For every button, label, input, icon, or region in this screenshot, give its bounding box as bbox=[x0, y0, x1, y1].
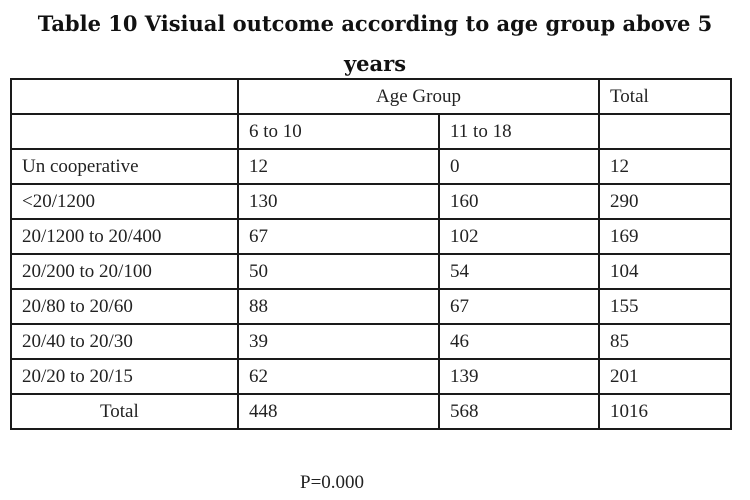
header-row-group: Age Group Total bbox=[10, 78, 733, 115]
cell-age-6-10: 67 bbox=[237, 218, 440, 255]
cell-age-11-18: 0 bbox=[437, 148, 601, 185]
cell-age-11-18: 139 bbox=[437, 358, 601, 395]
table-row: 20/200 to 20/100 50 54 104 bbox=[10, 253, 733, 290]
totals-age-6-10: 448 bbox=[237, 393, 440, 430]
row-label: 20/200 to 20/100 bbox=[10, 253, 239, 290]
table-title: Table 10 Visiual outcome according to ag… bbox=[0, 4, 750, 84]
age-group-header: Age Group bbox=[236, 78, 601, 115]
totals-total: 1016 bbox=[598, 393, 733, 430]
cell-age-11-18: 102 bbox=[437, 218, 601, 255]
cell-age-6-10: 50 bbox=[237, 253, 440, 290]
table-title-line-2: years bbox=[343, 51, 407, 76]
subheader-empty-cell bbox=[10, 113, 239, 150]
cell-age-6-10: 88 bbox=[237, 288, 440, 325]
subheader-6-to-10: 6 to 10 bbox=[237, 113, 440, 150]
cell-total: 155 bbox=[598, 288, 733, 325]
cell-age-11-18: 46 bbox=[437, 323, 601, 360]
subheader-total-empty bbox=[598, 113, 733, 150]
visual-outcome-table: Age Group Total 6 to 10 11 to 18 Un coop… bbox=[10, 78, 733, 430]
cell-age-6-10: 62 bbox=[237, 358, 440, 395]
cell-total: 290 bbox=[598, 183, 733, 220]
total-header: Total bbox=[598, 78, 733, 115]
cell-age-11-18: 54 bbox=[437, 253, 601, 290]
header-empty-cell bbox=[10, 78, 239, 115]
subheader-11-to-18: 11 to 18 bbox=[437, 113, 601, 150]
table-row: Un cooperative 12 0 12 bbox=[10, 148, 733, 185]
row-label: 20/20 to 20/15 bbox=[10, 358, 239, 395]
cell-age-6-10: 12 bbox=[237, 148, 440, 185]
table-title-line-1: Table 10 Visiual outcome according to ag… bbox=[37, 11, 713, 36]
cell-age-6-10: 39 bbox=[237, 323, 440, 360]
table-row: <20/1200 130 160 290 bbox=[10, 183, 733, 220]
totals-age-11-18: 568 bbox=[437, 393, 601, 430]
cell-total: 104 bbox=[598, 253, 733, 290]
table-row: 20/40 to 20/30 39 46 85 bbox=[10, 323, 733, 360]
totals-label: Total bbox=[10, 393, 239, 430]
cell-total: 201 bbox=[598, 358, 733, 395]
cell-age-11-18: 67 bbox=[437, 288, 601, 325]
row-label: 20/40 to 20/30 bbox=[10, 323, 239, 360]
table-row: 20/1200 to 20/400 67 102 169 bbox=[10, 218, 733, 255]
header-row-subgroups: 6 to 10 11 to 18 bbox=[10, 113, 733, 150]
table-row: 20/20 to 20/15 62 139 201 bbox=[10, 358, 733, 395]
row-label: 20/80 to 20/60 bbox=[10, 288, 239, 325]
cell-age-11-18: 160 bbox=[437, 183, 601, 220]
row-label: Un cooperative bbox=[10, 148, 239, 185]
row-label: <20/1200 bbox=[10, 183, 239, 220]
cell-total: 85 bbox=[598, 323, 733, 360]
totals-row: Total 448 568 1016 bbox=[10, 393, 733, 430]
cell-total: 169 bbox=[598, 218, 733, 255]
p-value-footnote: P=0.000 bbox=[300, 472, 365, 493]
table-row: 20/80 to 20/60 88 67 155 bbox=[10, 288, 733, 325]
cell-age-6-10: 130 bbox=[237, 183, 440, 220]
row-label: 20/1200 to 20/400 bbox=[10, 218, 239, 255]
cell-total: 12 bbox=[598, 148, 733, 185]
